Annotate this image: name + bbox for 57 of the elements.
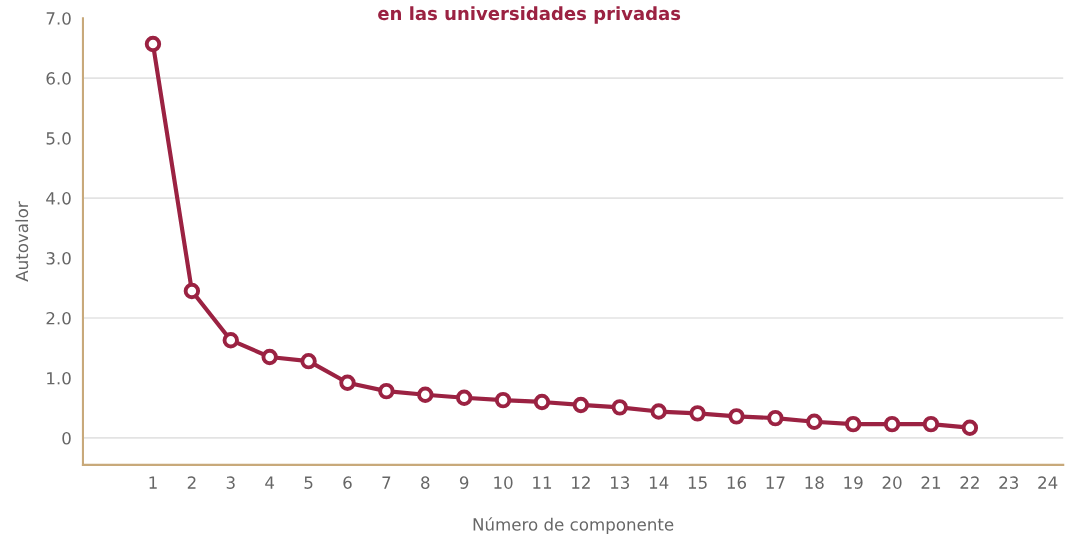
y-tick-label: 2.0 [46, 311, 71, 325]
x-tick-label: 13 [611, 476, 630, 489]
x-tick-label: 12 [572, 476, 590, 489]
point [494, 391, 512, 409]
point [417, 386, 434, 403]
y-axis-title: Autovalor [15, 201, 29, 282]
x-tick-label: 11 [533, 476, 552, 489]
point [689, 405, 706, 422]
point [650, 403, 667, 420]
x-tick-label: 1 [149, 476, 157, 489]
x-tick-label: 7 [382, 476, 391, 489]
point [883, 415, 901, 433]
y-tick-label: 3.0 [46, 252, 71, 265]
x-tick-label: 4 [265, 476, 275, 489]
point [961, 419, 979, 436]
x-tick-label: 15 [688, 476, 707, 489]
y-tick-label: 6.0 [46, 72, 71, 85]
x-tick-label: 19 [844, 476, 863, 489]
point [533, 393, 551, 411]
x-tick-label: 8 [421, 476, 430, 489]
x-tick-label: 9 [459, 476, 469, 489]
x-tick-label: 20 [882, 476, 902, 489]
point [455, 389, 473, 406]
point [183, 282, 201, 300]
point [378, 382, 395, 400]
y-tick-label: 7.0 [46, 12, 71, 25]
point [572, 396, 590, 414]
point [300, 352, 317, 370]
y-tick-label: 0 [62, 431, 71, 445]
x-tick-label: 24 [1038, 476, 1058, 489]
x-tick-label: 17 [766, 476, 785, 489]
x-tick-label: 6 [343, 476, 352, 489]
x-tick-label: 3 [226, 476, 235, 489]
x-tick-label: 2 [187, 476, 196, 489]
chart-title: en las universidades privadas [378, 6, 681, 24]
x-tick-label: 5 [304, 476, 313, 489]
x-tick-label: 23 [999, 476, 1019, 489]
point [922, 415, 940, 433]
x-tick-label: 16 [727, 476, 747, 489]
point [222, 331, 239, 349]
point [339, 374, 356, 391]
point [806, 413, 823, 430]
x-tick-label: 10 [494, 476, 513, 489]
x-tick-label: 21 [921, 476, 941, 489]
y-tick-label: 1.0 [47, 371, 71, 385]
point [261, 348, 278, 366]
x-tick-label: 22 [960, 476, 979, 489]
y-tick-label: 5.0 [46, 132, 71, 145]
x-tick-label: 14 [649, 476, 669, 489]
point [767, 409, 784, 427]
x-axis-title: Número de componente [473, 517, 674, 534]
point [144, 35, 162, 53]
x-tick-label: 18 [805, 476, 824, 489]
point [611, 399, 628, 416]
point [844, 415, 862, 433]
y-tick-label: 4.0 [46, 192, 71, 205]
point [728, 408, 745, 425]
